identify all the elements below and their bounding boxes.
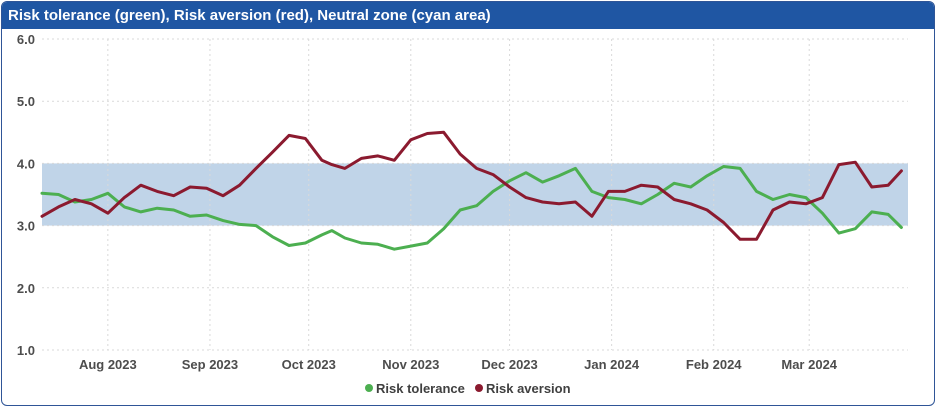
- x-tick-label: Nov 2023: [382, 357, 439, 372]
- x-axis-ticks: Aug 2023 Sep 2023 Oct 2023 Nov 2023 Dec 2023…: [79, 357, 838, 372]
- series-lines: [40, 130, 903, 251]
- legend-item-risk-tolerance[interactable]: Risk tolerance: [376, 381, 465, 396]
- legend-marker: [365, 384, 373, 392]
- series-line-risk-aversion: [40, 130, 903, 241]
- x-tick-label: Feb 2024: [686, 357, 742, 372]
- y-tick-label: 6.0: [17, 32, 35, 47]
- x-tick-label: Dec 2023: [481, 357, 537, 372]
- y-tick-label: 1.0: [17, 343, 35, 358]
- legend-marker: [475, 384, 483, 392]
- x-tick-label: Aug 2023: [79, 357, 137, 372]
- y-tick-label: 2.0: [17, 281, 35, 296]
- y-tick-label: 5.0: [17, 94, 35, 109]
- legend-item-risk-aversion[interactable]: Risk aversion: [486, 381, 571, 396]
- x-tick-label: Oct 2023: [282, 357, 336, 372]
- y-axis-ticks: 1.0 2.0 3.0 4.0 5.0 6.0: [17, 32, 35, 358]
- series-line-risk-tolerance: [40, 165, 903, 251]
- x-tick-label: Mar 2024: [781, 357, 837, 372]
- y-tick-label: 4.0: [17, 156, 35, 171]
- x-tick-label: Jan 2024: [584, 357, 640, 372]
- legend: Risk tolerance Risk aversion: [365, 381, 571, 396]
- y-tick-label: 3.0: [17, 219, 35, 234]
- chart-title: Risk tolerance (green), Risk aversion (r…: [2, 2, 934, 29]
- x-tick-label: Sep 2023: [182, 357, 238, 372]
